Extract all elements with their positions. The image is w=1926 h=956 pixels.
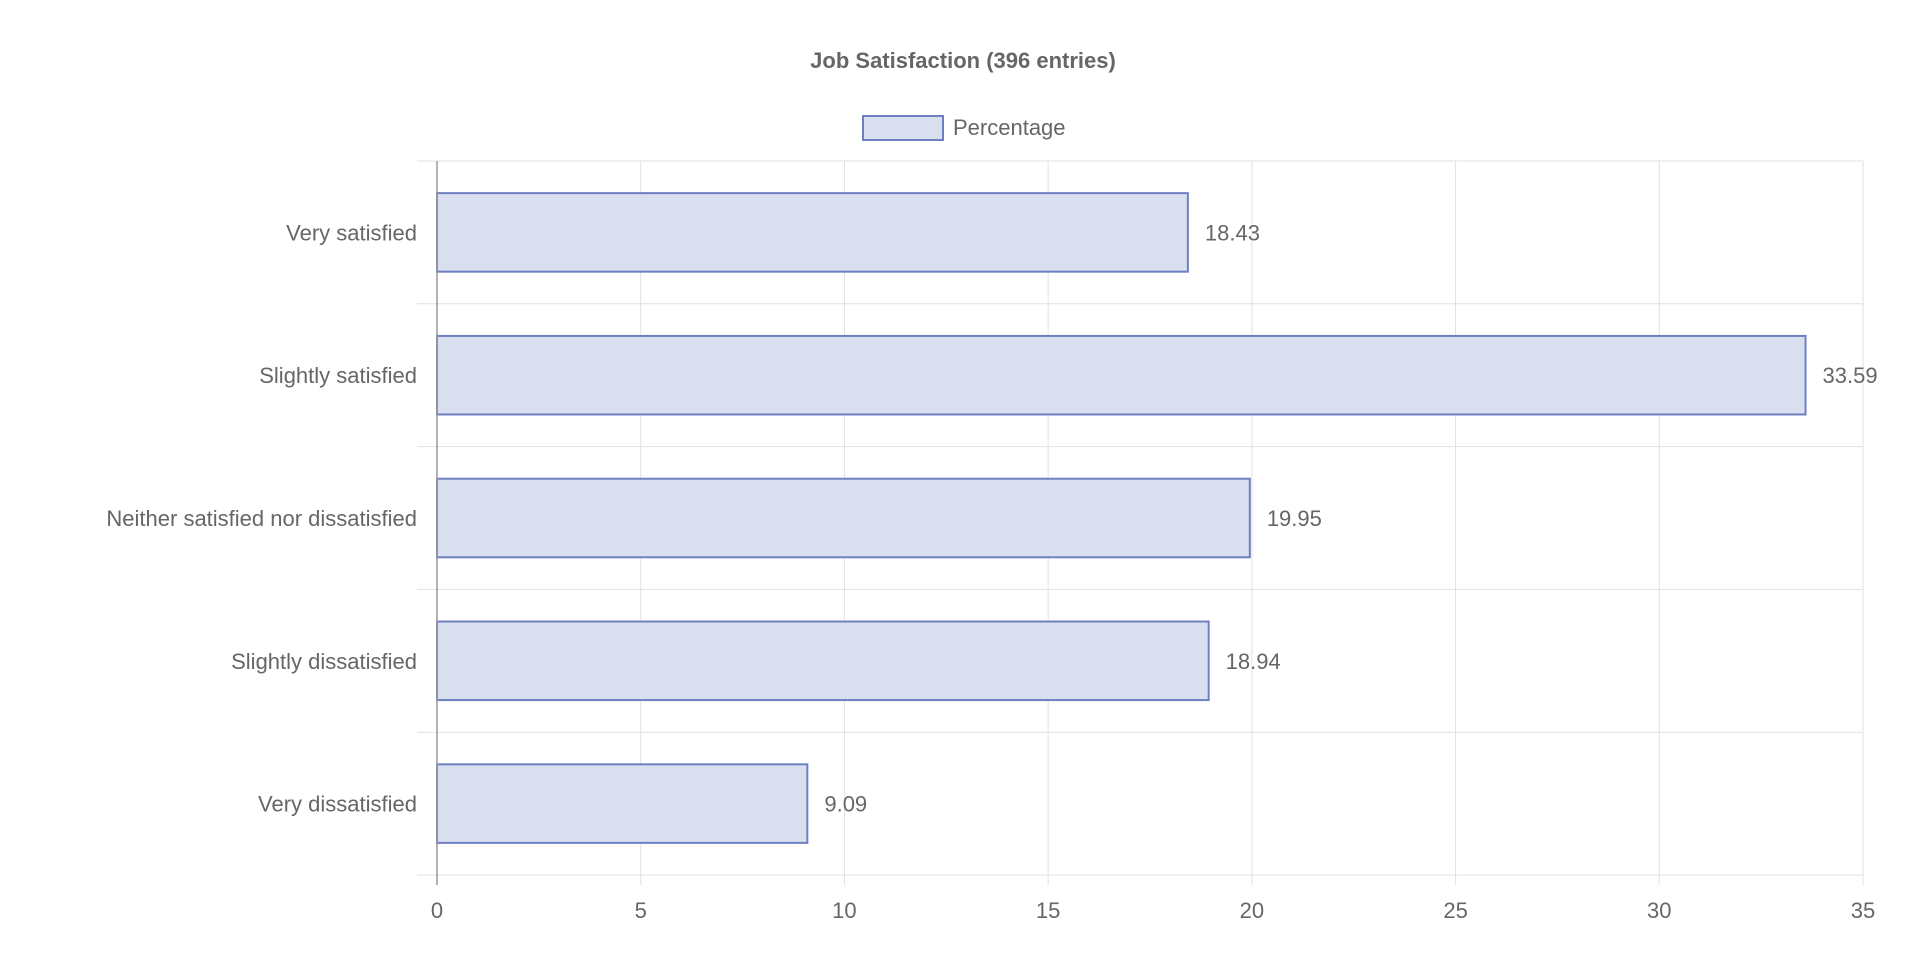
bar[interactable] [436,192,1189,273]
tick-labels: 0 5 10 15 20 25 30 35 Very satisfied Slightly sat… [106,220,1875,923]
x-tick-label: 25 [1443,898,1467,923]
chart-title: Job Satisfaction (396 entries) [810,48,1116,73]
x-tick-label: 5 [635,898,647,923]
category-label: Very satisfied [286,220,417,245]
grid-lines [417,160,1864,885]
x-tick-label: 30 [1647,898,1671,923]
bar[interactable] [436,334,1807,416]
category-label: Neither satisfied nor dissatisfied [106,506,417,531]
bar[interactable] [436,620,1210,702]
legend[interactable]: Percentage [862,115,1066,141]
x-tick-label: 15 [1036,898,1060,923]
bars [436,192,1807,844]
x-tick-label: 20 [1240,898,1264,923]
bar[interactable] [436,763,809,844]
x-tick-label: 0 [431,898,443,923]
data-label: 33.59 [1823,363,1878,388]
x-tick-label: 10 [832,898,856,923]
category-label: Very dissatisfied [258,792,417,817]
legend-label: Percentage [953,115,1066,140]
data-label: 18.43 [1205,220,1260,245]
data-label: 18.94 [1226,649,1281,674]
x-tick-label: 35 [1851,898,1875,923]
data-label: 19.95 [1267,506,1322,531]
category-label: Slightly satisfied [259,363,417,388]
legend-swatch [862,115,944,141]
data-label: 9.09 [824,792,867,817]
category-label: Slightly dissatisfied [231,649,417,674]
data-labels: 18.43 33.59 19.95 18.94 9.09 [824,220,1877,816]
bar[interactable] [436,477,1251,559]
